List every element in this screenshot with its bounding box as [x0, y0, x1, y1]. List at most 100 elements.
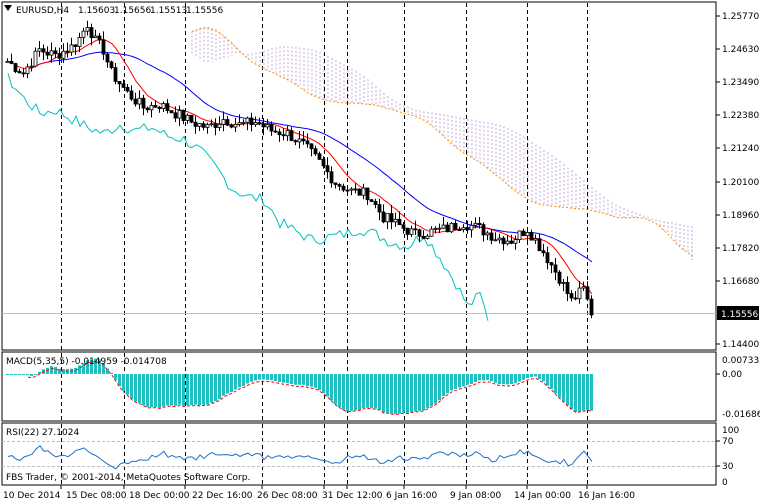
macd-bar — [94, 358, 97, 374]
macd-bar — [462, 374, 465, 387]
candle-body — [197, 123, 202, 127]
macd-bar — [398, 374, 401, 414]
macd-bar — [530, 374, 533, 378]
macd-bar — [110, 373, 113, 375]
candle-body — [117, 81, 122, 85]
open-price: 1.15603 — [78, 6, 115, 16]
candle-body — [469, 224, 474, 231]
macd-scale-label: 0.007335 — [722, 356, 760, 366]
candle-body — [53, 50, 58, 55]
macd-bar — [50, 366, 53, 374]
candle-body — [209, 123, 214, 126]
candle-body — [549, 262, 554, 266]
macd-bar — [182, 374, 185, 406]
candle-body — [497, 237, 502, 241]
candle-body — [57, 53, 62, 59]
macd-bar — [330, 374, 333, 401]
macd-histogram — [6, 358, 593, 414]
price-label: 1.23490 — [722, 78, 759, 88]
macd-bar — [222, 374, 225, 396]
candle-body — [525, 232, 530, 237]
high-price: 1.15656 — [114, 6, 151, 16]
candle-body — [137, 97, 142, 105]
rsi-scale: 100 70 30 0 — [716, 426, 739, 488]
candle-body — [345, 189, 350, 192]
macd-bar — [230, 374, 233, 393]
macd-panel[interactable]: MACD(5,35,5) -0.014959 -0.014708 0.00733… — [1, 351, 760, 422]
macd-bar — [394, 374, 397, 414]
current-price-label: 1.15556 — [721, 310, 758, 320]
macd-bar — [286, 374, 289, 384]
candle-body — [133, 98, 138, 105]
watermark: FBS Trader, © 2001-2014, MetaQuotes Soft… — [6, 473, 250, 483]
macd-bar — [46, 367, 49, 374]
macd-bar — [118, 374, 121, 387]
macd-bar — [10, 374, 13, 375]
candle-body — [93, 35, 98, 39]
macd-bar — [98, 359, 101, 374]
candle-body — [21, 72, 26, 75]
macd-bar — [306, 374, 309, 387]
candle-body — [361, 187, 366, 196]
macd-bar — [202, 374, 205, 405]
macd-bar — [158, 374, 161, 408]
candle-body — [589, 298, 594, 316]
candle-body — [393, 218, 398, 223]
macd-bar — [586, 374, 589, 410]
macd-bar — [34, 374, 37, 375]
macd-bar — [218, 374, 221, 400]
macd-bar — [550, 374, 553, 389]
macd-bar — [14, 374, 17, 375]
rsi-panel[interactable]: RSI(22) 27.1024 FBS Trader, © 2001-2014,… — [1, 422, 739, 488]
candle-body — [293, 140, 298, 143]
macd-bar — [474, 374, 477, 383]
candle-body — [321, 159, 326, 167]
price-label: 1.14400 — [722, 340, 759, 350]
candle-body — [13, 63, 18, 72]
macd-signal-line — [27, 360, 593, 415]
macd-bar — [374, 374, 377, 409]
candle-body — [273, 130, 278, 133]
candle-body — [333, 182, 338, 185]
time-label: 15 Dec 08:00 — [66, 491, 127, 501]
candle-body — [161, 103, 166, 109]
candle-body — [225, 119, 230, 126]
candle-body — [329, 171, 334, 184]
time-label: 6 Jan 16:00 — [386, 491, 438, 501]
candle-body — [237, 122, 242, 125]
candle-body — [281, 134, 286, 137]
macd-bar — [434, 374, 437, 404]
macd-bar — [130, 374, 133, 399]
macd-bar — [574, 374, 577, 413]
time-label: 9 Jan 08:00 — [450, 491, 502, 501]
macd-bar — [402, 374, 405, 413]
macd-bar — [466, 374, 469, 385]
candle-body — [229, 124, 234, 128]
macd-bar — [26, 374, 29, 376]
candle-body — [309, 143, 314, 150]
macd-bar — [518, 374, 521, 382]
time-label: 14 Jan 00:00 — [514, 491, 571, 501]
candle-body — [445, 224, 450, 233]
macd-bar — [22, 374, 25, 375]
candle-body — [29, 65, 34, 68]
macd-bar — [338, 374, 341, 408]
candle-body — [173, 112, 178, 119]
candle-body — [109, 61, 114, 68]
macd-bar — [18, 374, 21, 375]
candle-body — [513, 239, 518, 244]
macd-bar — [514, 374, 517, 384]
price-label: 1.16680 — [722, 277, 759, 287]
macd-bar — [570, 374, 573, 410]
candle-body — [553, 264, 558, 273]
candle-body — [181, 110, 186, 121]
macd-bar — [542, 374, 545, 382]
macd-bar — [126, 374, 129, 395]
main-price-panel[interactable]: EURUSD,H4 1.15603 1.15656 1.15513 1.1555… — [1, 1, 759, 351]
macd-bar — [366, 374, 369, 408]
macd-bar — [302, 374, 305, 385]
macd-bar — [154, 374, 157, 407]
macd-bar — [554, 374, 557, 394]
candle-body — [149, 105, 154, 111]
